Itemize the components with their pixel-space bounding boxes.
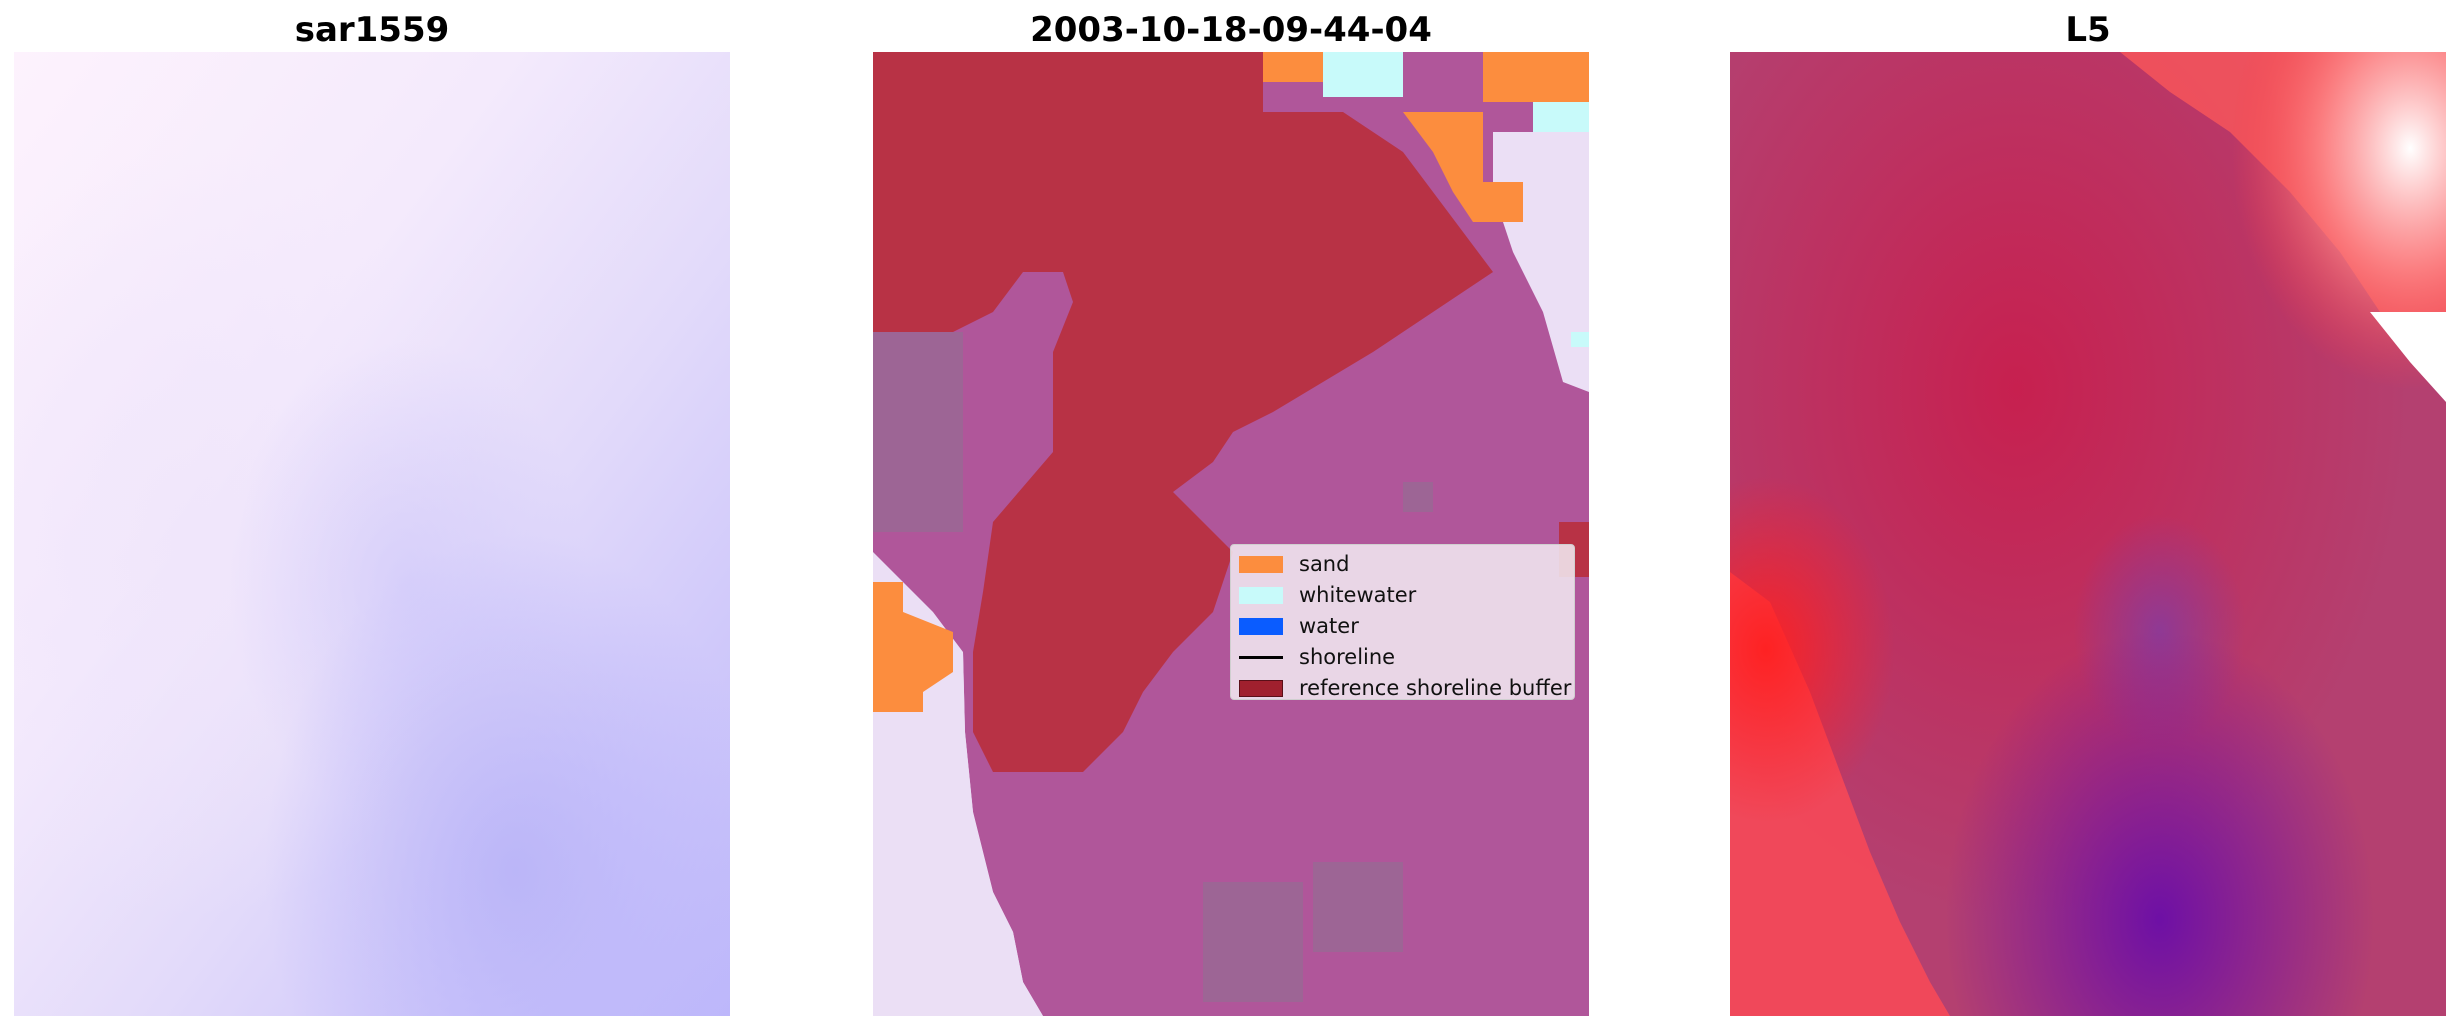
l5-image-panel xyxy=(1730,52,2446,1016)
panel-title-date: 2003-10-18-09-44-04 xyxy=(1030,10,1432,50)
gray-patch xyxy=(873,332,963,532)
legend: sand whitewater water shoreline referenc… xyxy=(1230,544,1575,700)
legend-label: whitewater xyxy=(1299,583,1417,607)
reference-shoreline-buffer xyxy=(873,52,1493,772)
legend-item-whitewater: whitewater xyxy=(1231,580,1574,611)
legend-label: sand xyxy=(1299,552,1350,576)
sand-swatch xyxy=(1239,556,1283,573)
l5-image xyxy=(1730,52,2446,1016)
legend-item-water: water xyxy=(1231,611,1574,642)
sand-patch xyxy=(1263,52,1323,82)
shoreline-line xyxy=(1239,656,1283,659)
panel-title-sar: sar1559 xyxy=(294,10,450,50)
panel-title-l5: L5 xyxy=(2065,10,2111,50)
buffer-swatch xyxy=(1239,680,1283,697)
legend-label: water xyxy=(1299,614,1359,638)
whitewater-patch xyxy=(1323,52,1403,97)
legend-label: shoreline xyxy=(1299,645,1396,669)
classification-map xyxy=(873,52,1589,1016)
sar-image-panel xyxy=(14,52,730,1016)
legend-label: reference shoreline buffer xyxy=(1299,676,1572,700)
legend-item-shoreline: shoreline xyxy=(1231,642,1574,673)
sar-image xyxy=(14,52,730,1016)
classification-panel xyxy=(873,52,1589,1016)
water-swatch xyxy=(1239,618,1283,635)
legend-item-sand: sand xyxy=(1231,549,1574,580)
whitewater-swatch xyxy=(1239,587,1283,604)
legend-item-buffer: reference shoreline buffer xyxy=(1231,673,1574,704)
